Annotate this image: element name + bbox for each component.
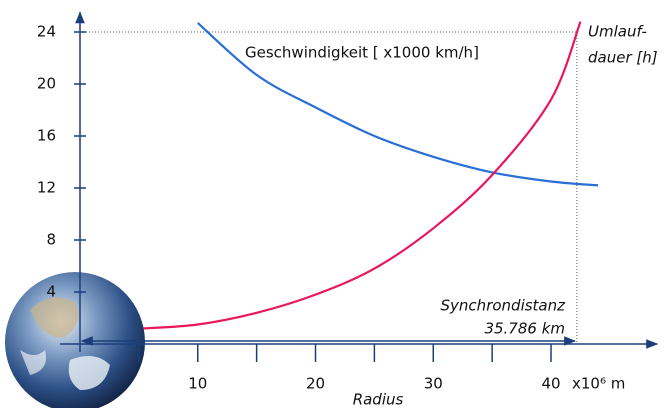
y-tick-label: 24 bbox=[37, 23, 56, 41]
x-tick-label: 20 bbox=[306, 375, 325, 393]
series-line bbox=[144, 22, 581, 329]
series-label: Geschwindigkeit [ x1000 km/h] bbox=[245, 44, 479, 62]
chart: 4 8 12 16 20 24 10 20 30 40 x10⁶ m Radius Geschwindi… bbox=[0, 0, 668, 408]
x-axis-title: Radius bbox=[353, 391, 404, 408]
x-tick-label: 10 bbox=[188, 375, 207, 393]
synchron-label: Synchrondistanz bbox=[441, 297, 567, 315]
y-tick-label: 4 bbox=[46, 283, 56, 301]
series-label: dauer [h] bbox=[588, 49, 658, 67]
y-tick-label: 12 bbox=[37, 179, 56, 197]
x-tick-label: 40 bbox=[541, 375, 560, 393]
y-tick-label: 16 bbox=[37, 127, 56, 145]
x-tick-label: 30 bbox=[424, 375, 443, 393]
synchron-label: 35.786 km bbox=[484, 320, 565, 338]
y-tick-label: 20 bbox=[37, 75, 56, 93]
series-label: Umlauf- bbox=[588, 23, 647, 41]
y-tick-label: 8 bbox=[46, 231, 56, 249]
x-unit: x10⁶ m bbox=[572, 375, 625, 393]
